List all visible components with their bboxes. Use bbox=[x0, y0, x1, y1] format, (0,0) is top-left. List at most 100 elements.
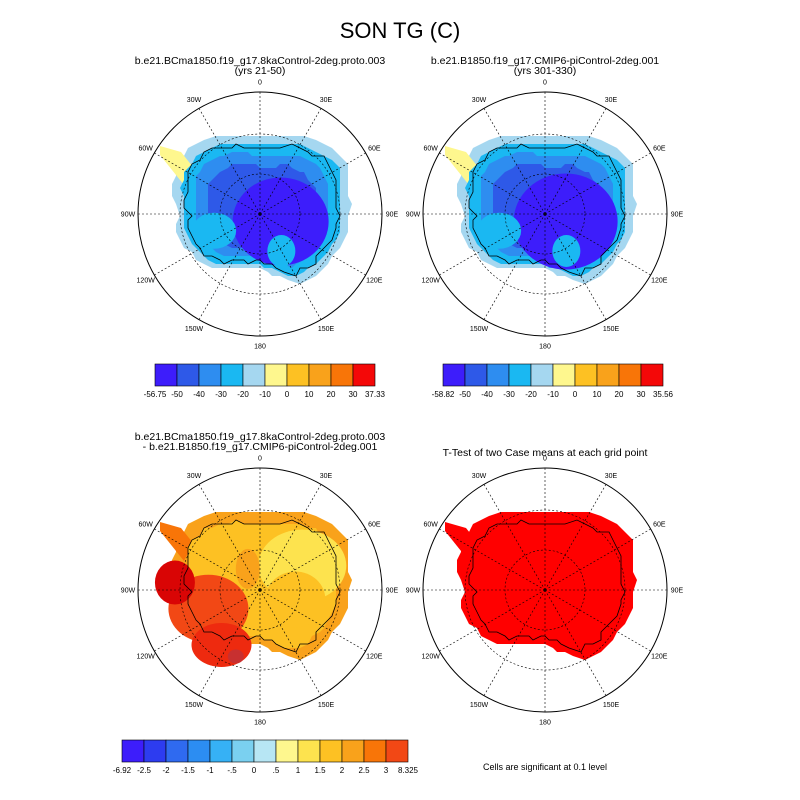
colorbar-swatch bbox=[486, 363, 510, 387]
field-layer bbox=[445, 512, 637, 660]
longitude-label: 180 bbox=[254, 344, 266, 351]
longitude-label: 90E bbox=[671, 588, 684, 595]
ross-ice-cell bbox=[267, 234, 296, 267]
colorbar-difference: -6.92 -2.5 -2 -1.5 -1 -.5 0 .5 1 1.5 2 2.5 3 8.325 bbox=[113, 739, 419, 775]
meridian-line bbox=[483, 484, 546, 591]
meridian-line bbox=[259, 213, 366, 276]
colorbar-swatch bbox=[209, 739, 233, 763]
colorbar-swatch bbox=[297, 739, 321, 763]
meridian-line bbox=[544, 528, 651, 591]
colorbar-label: 2.5 bbox=[358, 766, 370, 775]
meridian-line bbox=[439, 528, 546, 591]
longitude-label: 30E bbox=[605, 97, 618, 104]
meridian-line bbox=[544, 484, 607, 591]
colorbar-label: -20 bbox=[525, 390, 537, 399]
colorbar-swatch bbox=[341, 739, 365, 763]
longitude-label: 60W bbox=[423, 146, 438, 153]
meridian-line bbox=[544, 213, 651, 276]
longitude-label: 30W bbox=[472, 473, 487, 480]
longitude-label: 150W bbox=[185, 326, 204, 333]
longitude-label: 0 bbox=[543, 456, 547, 463]
colorbar-swatch bbox=[143, 739, 167, 763]
colorbar-label: -50 bbox=[459, 390, 471, 399]
longitude-label: 150W bbox=[185, 702, 204, 709]
colorbar-swatch bbox=[574, 363, 598, 387]
colorbar-swatch bbox=[508, 363, 532, 387]
longitude-label: 150E bbox=[318, 326, 335, 333]
panel-title: T-Test of two Case means at each grid po… bbox=[385, 447, 705, 459]
longitude-label: 60W bbox=[138, 522, 153, 529]
colorbar-swatch bbox=[640, 363, 664, 387]
colorbar-label: 0 bbox=[252, 766, 257, 775]
polar-map: 0 30E 60E 90E 120E 150E 180 150W 120W 90W 60W 30W bbox=[406, 456, 684, 727]
longitude-label: 60E bbox=[368, 522, 381, 529]
colorbar-swatch bbox=[264, 363, 288, 387]
main-title: SON TG (C) bbox=[339, 18, 461, 43]
colorbar-pi: -58.82 -50 -40 -30 -20 -10 0 10 20 30 35.56 bbox=[432, 363, 674, 399]
colorbar-label: 20 bbox=[327, 390, 336, 399]
east-antarctic-cell bbox=[265, 571, 326, 628]
panel-title: b.e21.B1850.f19_g17.CMIP6-piControl-2deg… bbox=[385, 55, 705, 77]
colorbar-swatch bbox=[308, 363, 332, 387]
longitude-label: 30W bbox=[187, 97, 202, 104]
colorbar-swatch bbox=[253, 739, 277, 763]
longitude-label: 120E bbox=[366, 278, 383, 285]
longitude-label: 60E bbox=[653, 146, 666, 153]
meridian-line bbox=[198, 213, 261, 320]
polar-map: 0 30E 60E 90E 120E 150E 180 150W 120W 90W 60W 30W bbox=[121, 80, 399, 351]
longitude-label: 90E bbox=[671, 212, 684, 219]
panel-ttest: T-Test of two Case means at each grid po… bbox=[385, 432, 705, 772]
colorbar-label: 30 bbox=[349, 390, 358, 399]
colorbar-label: 35.56 bbox=[653, 390, 674, 399]
colorbar-swatch bbox=[330, 363, 354, 387]
longitude-label: 150E bbox=[603, 702, 620, 709]
colorbar-swatch bbox=[552, 363, 576, 387]
west-antarctic-cell bbox=[192, 212, 237, 249]
plateau-cell bbox=[513, 173, 618, 270]
colorbar-label: -10 bbox=[259, 390, 271, 399]
panel-title-line1: b.e21.B1850.f19_g17.CMIP6-piControl-2deg… bbox=[430, 55, 660, 67]
panel-title-line2: (yrs 301-330) bbox=[513, 65, 577, 77]
longitude-label: 90W bbox=[121, 212, 136, 219]
longitude-label: 0 bbox=[258, 456, 262, 463]
meridian-line bbox=[259, 589, 322, 696]
ross-ice-cell bbox=[552, 234, 581, 267]
colorbar-label: 10 bbox=[593, 390, 602, 399]
colorbar-swatch bbox=[464, 363, 488, 387]
panel-title: b.e21.BCma1850.f19_g17.8kaControl-2deg.p… bbox=[100, 432, 420, 453]
meridian-line bbox=[259, 108, 322, 215]
longitude-label: 120W bbox=[422, 278, 441, 285]
meridian-line bbox=[439, 589, 546, 652]
colorbar-swatch bbox=[187, 739, 211, 763]
longitude-label: 180 bbox=[539, 720, 551, 727]
colorbar-label: .5 bbox=[273, 766, 280, 775]
meridian-line bbox=[483, 213, 546, 320]
longitude-label: 90W bbox=[406, 588, 421, 595]
peninsula-base-cell bbox=[154, 560, 195, 605]
colorbar-label: -.5 bbox=[227, 766, 237, 775]
longitude-label: 120W bbox=[137, 278, 156, 285]
colorbar-swatch bbox=[198, 363, 222, 387]
colorbar-swatch bbox=[176, 363, 200, 387]
panel-title-line1: T-Test of two Case means at each grid po… bbox=[442, 447, 648, 459]
colorbar-label: -40 bbox=[481, 390, 493, 399]
colorbar-label: 30 bbox=[637, 390, 646, 399]
meridian-line bbox=[544, 213, 607, 320]
west-antarctic-cell bbox=[477, 212, 522, 249]
meridian-line bbox=[259, 484, 322, 591]
panel-title: b.e21.BCma1850.f19_g17.8kaControl-2deg.p… bbox=[100, 56, 420, 77]
longitude-label: 0 bbox=[258, 80, 262, 87]
meridian-line bbox=[544, 589, 651, 652]
colorbar-swatch bbox=[442, 363, 466, 387]
colorbar-label: -58.82 bbox=[432, 390, 455, 399]
panel-title-line2: - b.e21.B1850.f19_g17.CMIP6-piControl-2d… bbox=[142, 441, 378, 453]
meridian-line bbox=[198, 484, 261, 591]
colorbar-label: 2 bbox=[340, 766, 345, 775]
longitude-label: 180 bbox=[539, 344, 551, 351]
longitude-label: 60E bbox=[368, 146, 381, 153]
colorbar-swatch bbox=[231, 739, 255, 763]
meridian-line bbox=[154, 528, 261, 591]
panel-pi-control: b.e21.B1850.f19_g17.CMIP6-piControl-2deg… bbox=[385, 56, 705, 396]
colorbar-label: -1 bbox=[206, 766, 214, 775]
colorbar-label: -30 bbox=[503, 390, 515, 399]
